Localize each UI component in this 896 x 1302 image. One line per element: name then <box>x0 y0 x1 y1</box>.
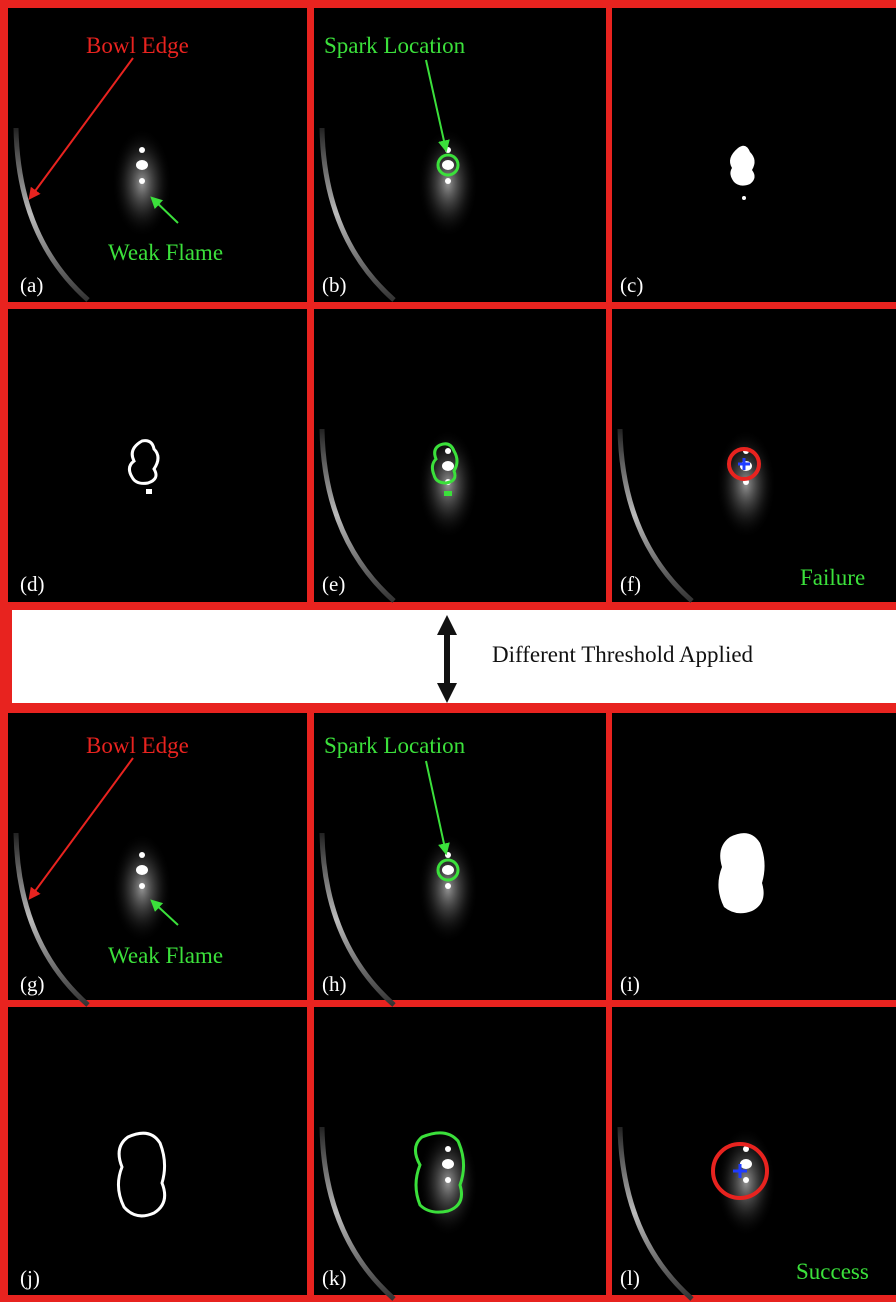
panel: (e) <box>314 309 606 602</box>
panel-label: (j) <box>20 1266 40 1290</box>
shape <box>718 833 764 913</box>
panel-label: (g) <box>20 972 45 996</box>
panel: Bowl Edge Weak Flame (g) <box>8 713 307 1005</box>
panel-label: (a) <box>20 273 43 297</box>
panel-label: (b) <box>322 273 347 297</box>
panel: (c) <box>612 8 896 302</box>
panel-label: (k) <box>322 1266 347 1290</box>
annotation: Bowl Edge <box>86 733 189 758</box>
annotation: Spark Location <box>324 733 466 758</box>
annotation: Bowl Edge <box>86 33 189 58</box>
panel-image <box>146 489 152 494</box>
panel: (d) <box>8 309 307 602</box>
annotation: Failure <box>800 565 865 590</box>
panel-image <box>8 1007 307 1295</box>
panel-label: (i) <box>620 972 640 996</box>
panel-label: (l) <box>620 1266 640 1290</box>
annotation: Weak Flame <box>108 240 223 265</box>
panel: (f) Failure <box>612 309 896 602</box>
panel: (l) Success <box>612 1007 896 1299</box>
panel-label: (d) <box>20 572 45 596</box>
marker-circle <box>742 196 746 200</box>
panel-image <box>612 8 896 302</box>
panel-label: (f) <box>620 572 641 596</box>
panel: (j) <box>8 1007 307 1295</box>
annotation: Success <box>796 1259 869 1284</box>
figure: Different Threshold Applied Bowl Edge We… <box>0 0 896 1302</box>
separator-text: Different Threshold Applied <box>492 642 754 667</box>
annotation: Spark Location <box>324 33 466 58</box>
panel-image <box>444 491 452 496</box>
panel-label: (e) <box>322 572 345 596</box>
annotation: Weak Flame <box>108 943 223 968</box>
panel: Spark Location (h) <box>314 713 606 1005</box>
separator-band <box>12 610 896 703</box>
panel: Spark Location (b) <box>314 8 606 302</box>
panel: (k) <box>314 1007 606 1299</box>
panel: Bowl Edge Weak Flame (a) <box>8 8 307 302</box>
panel-label: (h) <box>322 972 347 996</box>
panel: (i) <box>612 713 896 1000</box>
panel-label: (c) <box>620 273 643 297</box>
